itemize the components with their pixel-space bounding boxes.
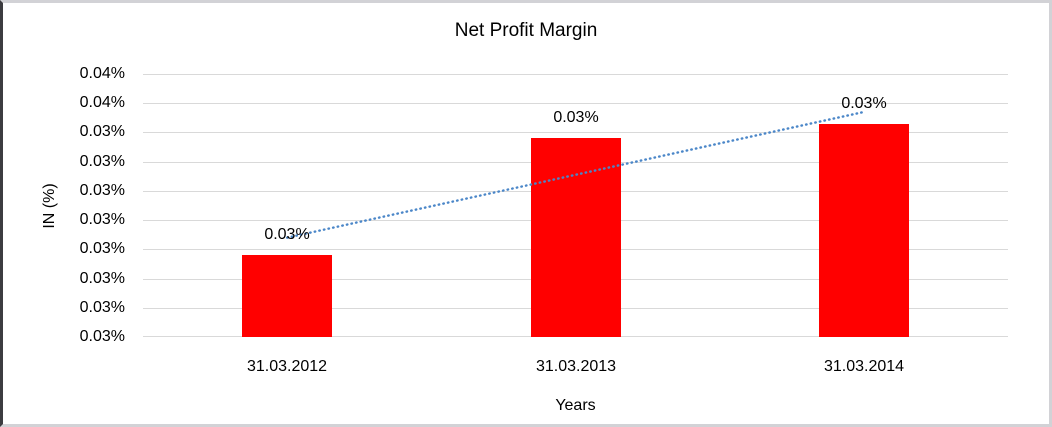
bar-data-label: 0.03% <box>264 226 310 243</box>
y-tick-label: 0.03% <box>79 328 125 345</box>
y-tick-label: 0.03% <box>79 153 125 170</box>
y-tick-label: 0.03% <box>79 182 125 199</box>
chart-title: Net Profit Margin <box>454 20 598 41</box>
x-axis-title: Years <box>555 397 596 414</box>
bar-data-label: 0.03% <box>841 95 887 112</box>
bar-31.03.2014 <box>819 124 909 337</box>
bar-data-label: 0.03% <box>553 109 599 126</box>
x-tick-label: 31.03.2013 <box>535 358 617 375</box>
y-tick-label: 0.03% <box>79 299 125 316</box>
bar-31.03.2012 <box>242 255 332 337</box>
y-tick-label: 0.03% <box>79 123 125 140</box>
y-tick-label: 0.03% <box>79 240 125 257</box>
y-tick-label: 0.04% <box>79 65 125 82</box>
bar-31.03.2013 <box>531 138 621 337</box>
gridline <box>143 132 1008 133</box>
y-tick-label: 0.03% <box>79 211 125 228</box>
y-tick-label: 0.03% <box>79 270 125 287</box>
plot-area: 0.03% 0.03% 0.03% <box>143 74 1008 337</box>
y-tick-label: 0.04% <box>79 94 125 111</box>
x-tick-label: 31.03.2012 <box>246 358 328 375</box>
trendline <box>285 110 866 239</box>
gridline <box>143 103 1008 104</box>
gridline <box>143 74 1008 75</box>
x-tick-label: 31.03.2014 <box>823 358 905 375</box>
